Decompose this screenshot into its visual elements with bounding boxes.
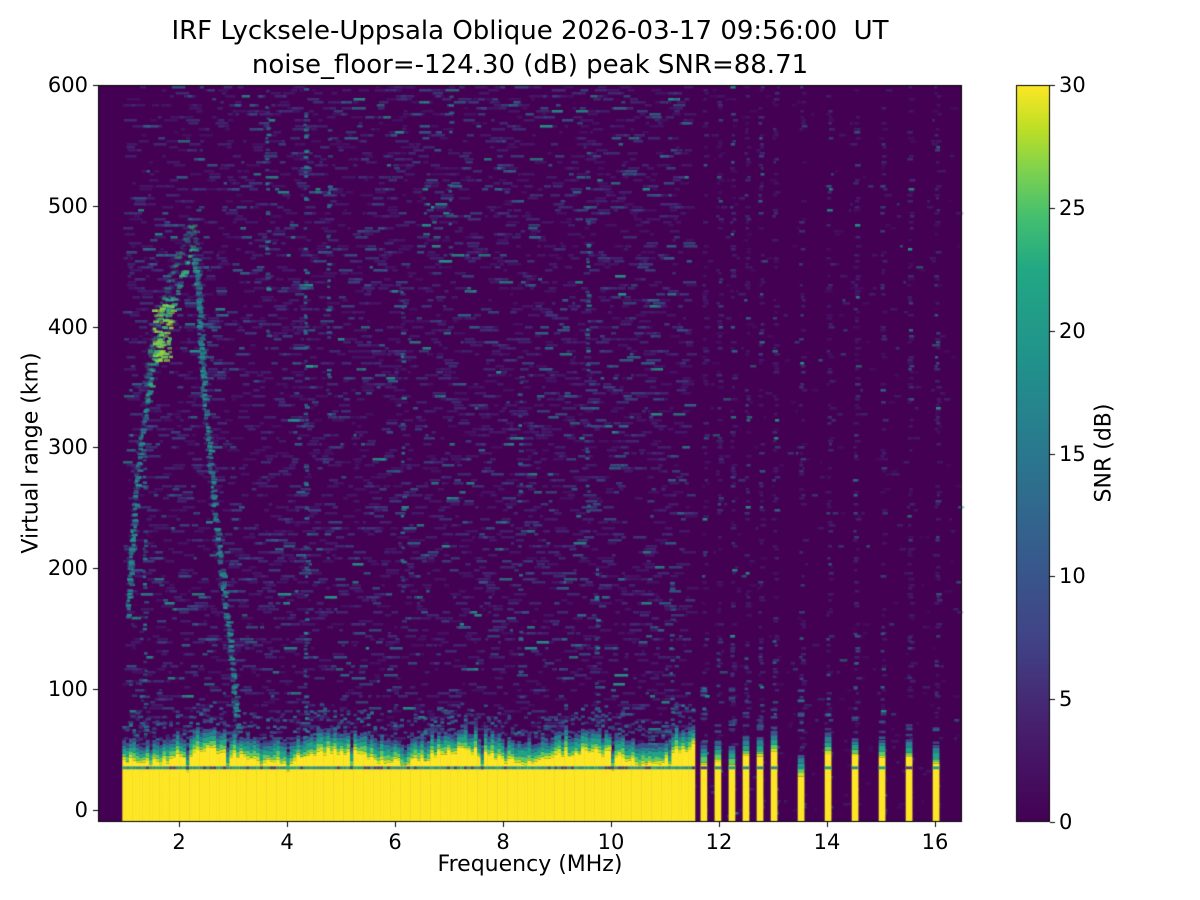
ionogram-figure: IRF Lycksele-Uppsala Oblique 2026-03-17 … xyxy=(0,0,1200,900)
ionogram-heatmap-canvas xyxy=(0,0,1200,900)
